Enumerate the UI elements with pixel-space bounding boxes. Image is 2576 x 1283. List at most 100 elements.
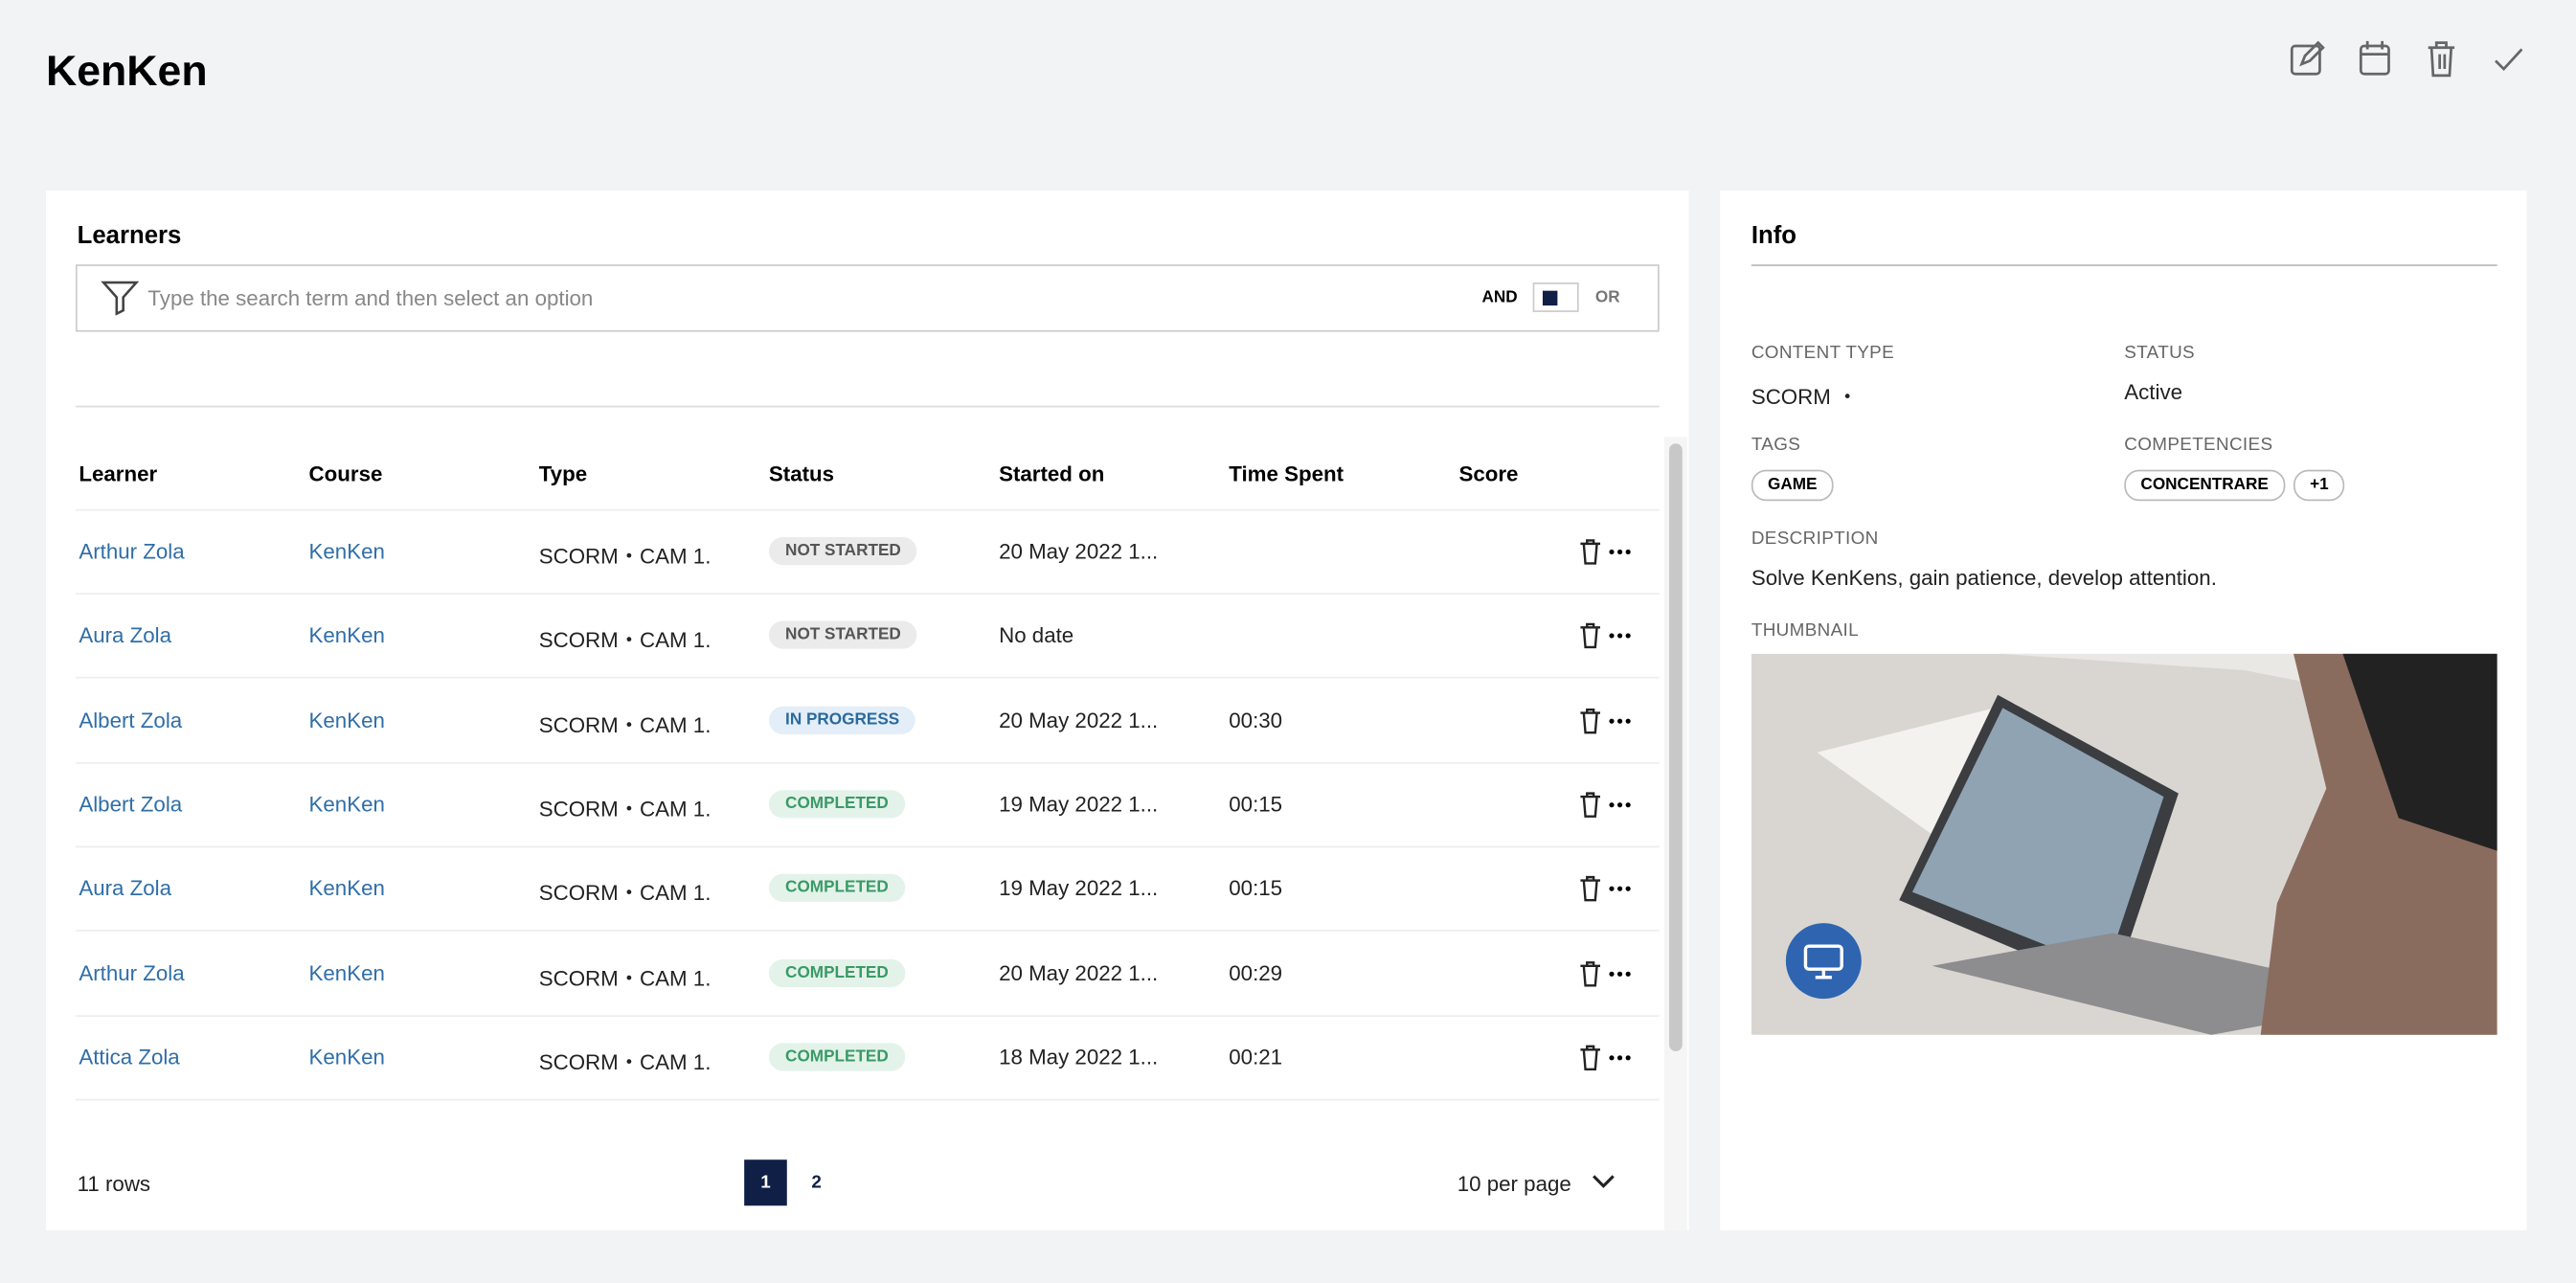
confirm-icon[interactable] — [2495, 48, 2523, 72]
row-separator — [75, 930, 1660, 933]
status-badge: IN PROGRESS — [768, 706, 916, 734]
column-header: Type — [538, 461, 588, 486]
field-label: STATUS — [2124, 343, 2195, 364]
filter-icon — [101, 281, 140, 316]
row-action-icons[interactable] — [1574, 790, 1640, 820]
field-label: TAGS — [1751, 435, 1801, 456]
per-page[interactable]: 10 per page — [1457, 1171, 1571, 1196]
divider — [75, 405, 1660, 408]
link[interactable]: KenKen — [308, 959, 385, 985]
cell: 00:21 — [1229, 1044, 1283, 1069]
link[interactable]: KenKen — [308, 791, 385, 817]
toolbar — [2290, 40, 2523, 78]
link[interactable]: Aura Zola — [79, 875, 172, 901]
search-box[interactable] — [75, 264, 1660, 332]
status-badge: NOT STARTED — [768, 537, 917, 566]
status-badge: COMPLETED — [768, 790, 905, 819]
column-header: Course — [308, 461, 383, 486]
field-label: DESCRIPTION — [1751, 529, 1879, 550]
cell: SCORM・CAM 1. — [538, 880, 712, 906]
field-label: CONTENT TYPE — [1751, 343, 1895, 364]
cell: 00:15 — [1229, 875, 1283, 901]
scrollbar — [1663, 437, 1687, 1230]
divider — [1751, 264, 2497, 266]
row-actions[interactable] — [1574, 874, 1640, 904]
field-value: Solve KenKens, gain patience, develop at… — [1751, 565, 2217, 590]
row-action-icons[interactable] — [1574, 537, 1640, 567]
row-action-icons[interactable] — [1574, 1043, 1640, 1072]
cell: 00:29 — [1229, 959, 1283, 985]
status-badge: NOT STARTED — [768, 621, 917, 650]
row-separator — [75, 845, 1660, 848]
or-label: OR — [1594, 288, 1620, 307]
link[interactable]: KenKen — [308, 1044, 385, 1069]
link[interactable]: Arthur Zola — [79, 538, 185, 564]
link[interactable]: Aura Zola — [79, 622, 172, 648]
column-header: Score — [1458, 461, 1519, 486]
link[interactable]: KenKen — [308, 875, 385, 901]
field-label: THUMBNAIL — [1751, 620, 1859, 642]
row-action-icons[interactable] — [1574, 958, 1640, 988]
link[interactable]: Arthur Zola — [79, 959, 185, 985]
row-count: 11 rows — [77, 1171, 151, 1196]
calendar-icon[interactable] — [2359, 40, 2390, 76]
cell: 19 May 2022 1... — [999, 875, 1159, 901]
cell: SCORM・CAM 1. — [538, 711, 712, 737]
tag-chip: GAME — [1751, 469, 1834, 502]
row-separator — [75, 677, 1660, 680]
link[interactable]: Albert Zola — [79, 707, 183, 732]
row-actions[interactable] — [1574, 621, 1640, 651]
cell: SCORM・CAM 1. — [538, 627, 712, 653]
competency-chip[interactable]: +1 — [2293, 469, 2345, 502]
and-or-toggle[interactable] — [1532, 282, 1579, 312]
chevron-icon[interactable] — [1591, 1171, 1616, 1191]
and-label: AND — [1481, 288, 1518, 307]
link[interactable]: KenKen — [308, 622, 385, 648]
link[interactable]: Albert Zola — [79, 791, 183, 817]
page-button[interactable]: 2 — [811, 1172, 822, 1193]
column-header: Time Spent — [1229, 461, 1344, 486]
page-button[interactable]: 1 — [744, 1159, 787, 1206]
page-title: KenKen — [46, 46, 208, 96]
cell: 20 May 2022 1... — [999, 707, 1159, 732]
column-header: Status — [768, 461, 835, 486]
cell: 00:30 — [1229, 707, 1283, 732]
row-actions[interactable] — [1574, 958, 1640, 988]
search-placeholder: Type the search term and then select an … — [147, 285, 594, 311]
cell: 20 May 2022 1... — [999, 959, 1159, 985]
row-separator — [75, 1098, 1660, 1101]
cell: No date — [999, 622, 1074, 648]
edit-icon[interactable] — [2290, 40, 2325, 76]
row-actions[interactable] — [1574, 706, 1640, 735]
cell: 20 May 2022 1... — [999, 538, 1159, 564]
panel-title: Info — [1751, 221, 1797, 250]
link[interactable]: KenKen — [308, 707, 385, 732]
cell: SCORM・CAM 1. — [538, 543, 712, 569]
row-separator — [75, 593, 1660, 596]
field-label: COMPETENCIES — [2124, 435, 2273, 456]
row-action-icons[interactable] — [1574, 874, 1640, 904]
cell: SCORM・CAM 1. — [538, 796, 712, 822]
row-action-icons[interactable] — [1574, 706, 1640, 735]
column-header: Learner — [79, 461, 158, 486]
status-badge: COMPLETED — [768, 958, 905, 987]
field-value: Active — [2124, 379, 2183, 405]
thumbnail — [1751, 653, 2497, 1035]
cell: 18 May 2022 1... — [999, 1044, 1159, 1069]
row-actions[interactable] — [1574, 790, 1640, 820]
row-action-icons[interactable] — [1574, 621, 1640, 651]
competency-chip: CONCENTRARE — [2124, 469, 2286, 502]
row-actions[interactable] — [1574, 1043, 1640, 1072]
link[interactable]: Attica Zola — [79, 1044, 180, 1069]
cell: SCORM・CAM 1. — [538, 1048, 712, 1074]
cell: 19 May 2022 1... — [999, 791, 1159, 817]
status-badge: COMPLETED — [768, 1043, 905, 1071]
column-header: Started on — [999, 461, 1105, 486]
row-actions[interactable] — [1574, 537, 1640, 567]
delete-icon[interactable] — [2428, 41, 2455, 78]
link[interactable]: KenKen — [308, 538, 385, 564]
panel-title: Learners — [77, 221, 182, 250]
row-separator — [75, 761, 1660, 764]
